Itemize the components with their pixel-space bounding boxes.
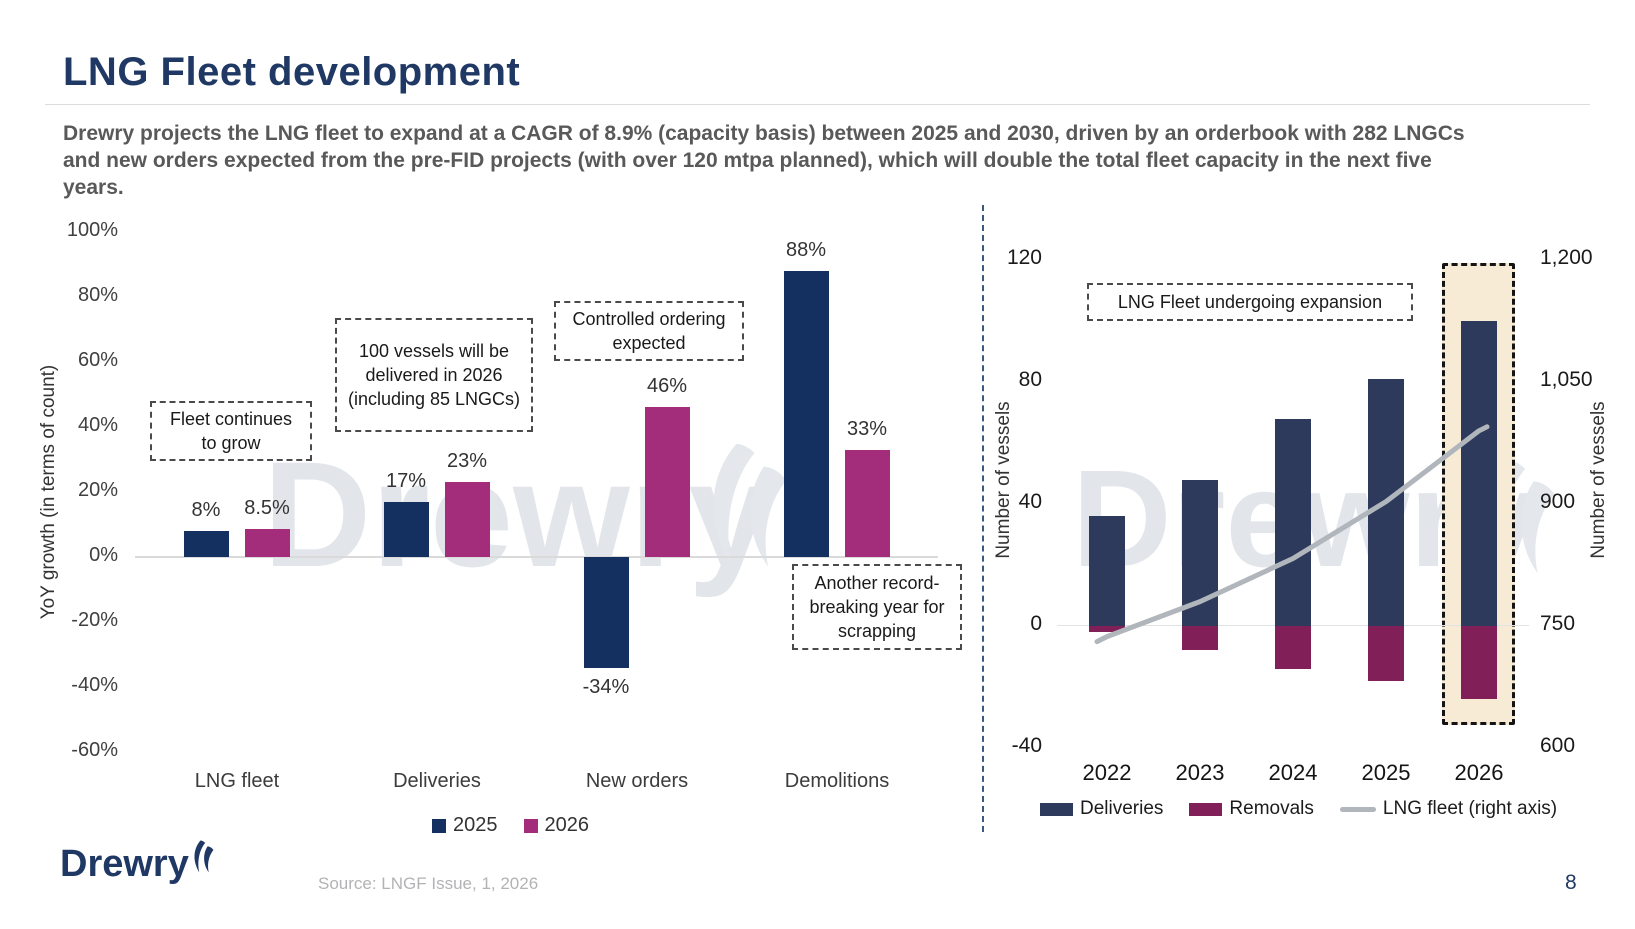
bar-2025-lng-fleet xyxy=(184,531,229,557)
bar-2025-demolitions xyxy=(784,271,829,557)
legend-swatch-2026 xyxy=(523,818,538,833)
bar-removals-2023 xyxy=(1182,626,1218,650)
bar-2026-deliveries xyxy=(445,482,490,557)
drewry-logo-text: Drewry xyxy=(60,843,189,885)
right-chart-left-axis-title: Number of vessels xyxy=(993,401,1014,559)
annotation-fleet-continues-to-grow: Fleet continues to grow xyxy=(150,401,312,461)
right-chart-right-tick: 1,050 xyxy=(1540,368,1593,391)
left-chart-y-tick: -40% xyxy=(71,674,118,696)
bar-deliveries-2025 xyxy=(1368,379,1404,626)
legend-swatch-removals xyxy=(1189,802,1223,816)
legend-swatch-lng-fleet-line xyxy=(1339,806,1376,812)
legend-label-2025: 2025 xyxy=(453,814,498,836)
left-chart-zero-axis xyxy=(135,556,938,558)
drewry-logo: Drewry xyxy=(60,840,217,886)
right-chart-legend: Deliveries Removals LNG fleet (right axi… xyxy=(1040,798,1557,820)
legend-label-2026: 2026 xyxy=(544,814,590,836)
legend-label-removals: Removals xyxy=(1229,798,1314,819)
left-chart-legend: 2025 2026 xyxy=(432,814,589,837)
chart-divider xyxy=(982,205,984,832)
left-chart-category-label: Demolitions xyxy=(784,770,890,792)
page-title: LNG Fleet development xyxy=(63,50,521,94)
right-chart-left-tick: 40 xyxy=(1018,490,1042,513)
source-text: Source: LNGF Issue, 1, 2026 xyxy=(318,874,539,893)
annotation-100-vessels-delivered: 100 vessels will be delivered in 2026 (i… xyxy=(335,318,533,432)
annotation-record-scrapping: Another record-breaking year for scrappi… xyxy=(792,564,962,650)
legend-swatch-deliveries xyxy=(1040,802,1073,816)
right-chart-x-label: 2025 xyxy=(1361,760,1411,785)
bar-2025-new-orders xyxy=(584,557,629,668)
bar-value-label: 8% xyxy=(191,499,221,521)
bar-deliveries-2023 xyxy=(1182,480,1218,626)
right-chart-right-tick: 1,200 xyxy=(1540,246,1593,269)
legend-label-deliveries: Deliveries xyxy=(1080,798,1164,819)
slide-subtitle: Drewry projects the LNG fleet to expand … xyxy=(63,122,1465,199)
bar-value-label: 8.5% xyxy=(244,497,290,519)
left-chart-y-tick: 0% xyxy=(89,544,118,566)
left-chart-y-tick: 100% xyxy=(66,219,118,241)
right-chart-right-tick: 900 xyxy=(1540,490,1576,513)
page-number: 8 xyxy=(1565,871,1577,894)
legend-item-deliveries: Deliveries xyxy=(1040,798,1163,820)
right-chart-left-tick: 120 xyxy=(1006,246,1042,269)
left-chart-category-label: LNG fleet xyxy=(194,770,280,792)
legend-swatch-2025 xyxy=(432,818,446,833)
annotation-controlled-ordering: Controlled ordering expected xyxy=(554,301,744,361)
bar-value-label: 17% xyxy=(385,470,427,492)
bar-2026-lng-fleet xyxy=(245,529,290,557)
bar-value-label: 46% xyxy=(646,375,688,397)
left-chart-y-tick: 40% xyxy=(77,414,118,436)
bar-removals-2026 xyxy=(1461,626,1497,699)
right-chart-right-axis-title: Number of vessels xyxy=(1588,401,1609,559)
bar-value-label: -34% xyxy=(582,676,630,698)
left-chart-y-axis-title: YoY growth (in terms of count) xyxy=(38,364,59,620)
title-divider xyxy=(45,104,1590,105)
right-chart-left-tick: 80 xyxy=(1018,368,1042,391)
legend-item-lng-fleet-line: LNG fleet (right axis) xyxy=(1339,798,1558,820)
bar-2026-new-orders xyxy=(645,407,690,557)
bar-deliveries-2024 xyxy=(1275,419,1311,626)
legend-item-2025: 2025 xyxy=(432,814,498,837)
legend-label-lng-fleet-line: LNG fleet (right axis) xyxy=(1382,798,1558,819)
right-chart-x-label: 2023 xyxy=(1175,760,1225,785)
bar-2025-deliveries xyxy=(384,502,429,557)
bar-removals-2025 xyxy=(1368,626,1404,681)
left-chart-category-label: New orders xyxy=(585,770,689,792)
drewry-flame-icon xyxy=(194,840,214,873)
left-chart-y-tick: -20% xyxy=(71,609,118,631)
bar-value-label: 33% xyxy=(846,418,888,440)
legend-item-2026: 2026 xyxy=(523,814,590,837)
bar-deliveries-2026 xyxy=(1461,321,1497,626)
left-chart-y-tick: 80% xyxy=(77,284,118,306)
right-chart-right-tick: 600 xyxy=(1540,734,1576,757)
bar-deliveries-2022 xyxy=(1089,516,1125,626)
left-chart-y-tick: 20% xyxy=(77,479,118,501)
bar-value-label: 23% xyxy=(446,450,488,472)
bar-2026-demolitions xyxy=(845,450,890,557)
annotation-fleet-expansion: LNG Fleet undergoing expansion xyxy=(1087,283,1413,321)
bar-removals-2024 xyxy=(1275,626,1311,669)
legend-item-removals: Removals xyxy=(1189,798,1314,820)
watermark-flame-icon xyxy=(713,443,787,567)
right-chart-x-label: 2026 xyxy=(1454,760,1504,785)
bar-value-label: 88% xyxy=(785,239,827,261)
left-chart-y-tick: -60% xyxy=(71,739,118,761)
bar-removals-2022 xyxy=(1089,626,1125,632)
right-chart-left-tick: 0 xyxy=(1030,612,1042,635)
right-chart-x-label: 2022 xyxy=(1082,760,1132,785)
right-chart-left-tick: -40 xyxy=(1011,734,1042,757)
right-chart-x-label: 2024 xyxy=(1268,760,1318,785)
right-chart-right-tick: 750 xyxy=(1540,612,1576,635)
left-chart-category-label: Deliveries xyxy=(393,770,481,792)
left-chart-y-tick: 60% xyxy=(77,349,118,371)
